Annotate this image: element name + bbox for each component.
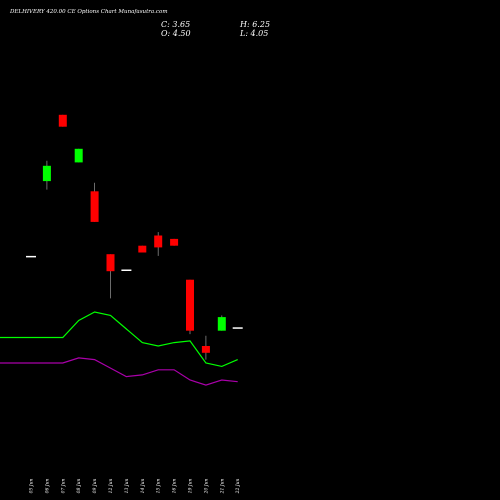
x-tick-label: 22 Jun xyxy=(235,479,241,495)
high-value: H: 6.25 xyxy=(240,20,271,29)
candle-body xyxy=(121,269,132,271)
x-tick-label: 20 Jun xyxy=(203,479,209,495)
x-tick-label: 13 Jun xyxy=(124,479,130,494)
candle-body xyxy=(106,254,115,272)
x-tick-label: 14 Jun xyxy=(140,479,146,494)
x-tick-label: 06 Jun xyxy=(44,479,50,494)
candle-body xyxy=(154,235,163,248)
candle-body xyxy=(74,148,83,163)
x-tick-label: 07 Jun xyxy=(60,479,66,494)
open-value: O: 4.50 xyxy=(161,29,191,38)
candle-body xyxy=(42,165,51,182)
x-tick-label: 12 Jun xyxy=(108,479,114,494)
indicator-line-2 xyxy=(0,357,238,386)
candle-body xyxy=(201,346,210,353)
candle-body xyxy=(186,279,194,331)
x-tick-label: 16 Jun xyxy=(172,479,178,494)
x-tick-label: 05 Jun xyxy=(29,479,35,494)
candle-body xyxy=(26,255,36,258)
candle-body xyxy=(90,191,99,222)
x-tick-label: 21 Jun xyxy=(219,479,225,495)
x-tick-label: 09 Jun xyxy=(92,479,98,494)
low-value: L: 4.05 xyxy=(240,29,269,38)
candle-body xyxy=(138,245,147,253)
candle-body xyxy=(170,238,179,246)
close-value: C: 3.65 xyxy=(161,20,191,29)
chart-title: DELHIVERY 420.00 CE Options Chart Munafa… xyxy=(10,9,168,15)
candle-body xyxy=(217,317,226,331)
x-tick-label: 15 Jun xyxy=(156,479,162,494)
x-tick-label: 08 Jun xyxy=(76,479,82,494)
candle-body xyxy=(58,114,67,127)
candle-body xyxy=(232,327,243,329)
indicator-line-1 xyxy=(0,311,238,368)
x-tick-label: 19 Jun xyxy=(188,479,194,494)
